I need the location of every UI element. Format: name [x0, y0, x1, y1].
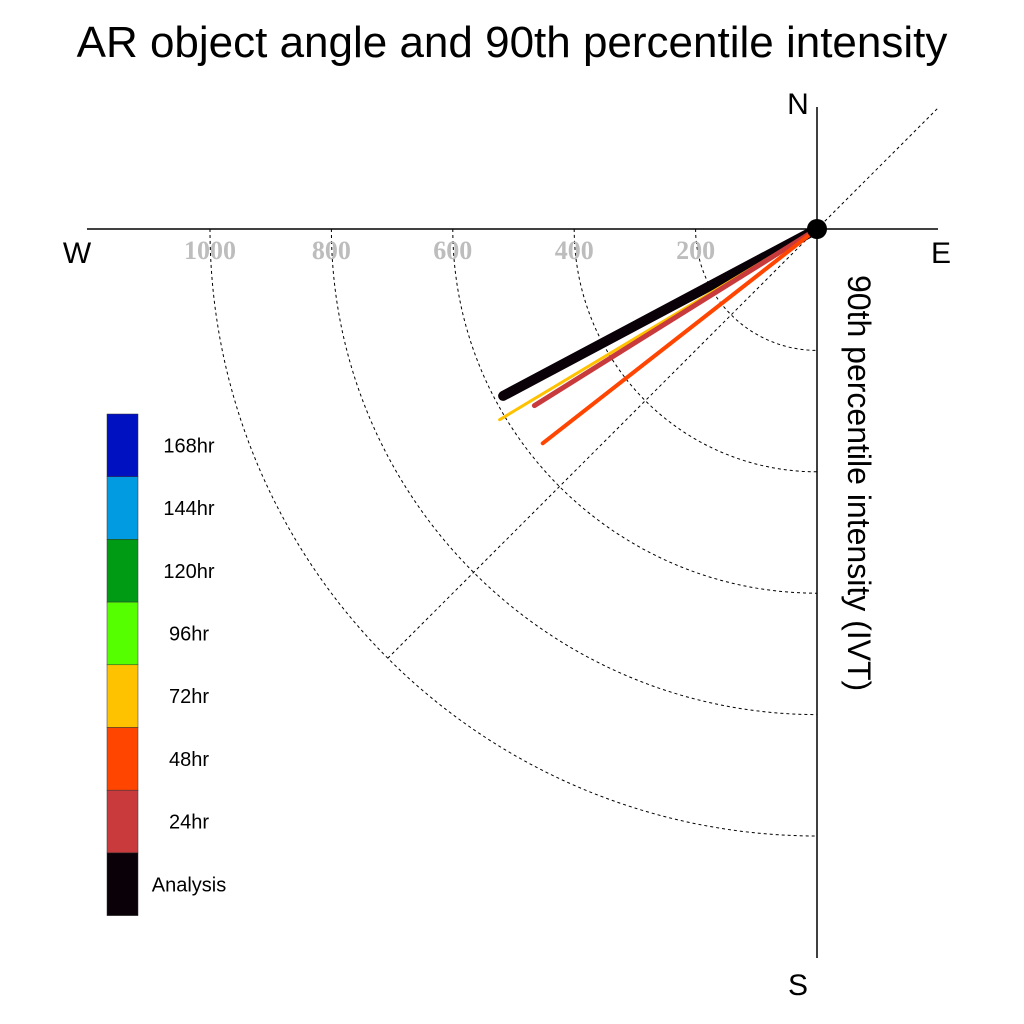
legend-swatch-120hr [106, 539, 139, 603]
compass-west: W [63, 237, 92, 270]
origin-point [807, 219, 827, 239]
tick-label-1000: 1000 [184, 236, 236, 265]
compass-south: S [788, 969, 808, 1002]
legend-swatch-72hr [106, 664, 139, 728]
legend-swatch-48hr [106, 727, 139, 791]
legend-swatch-144hr [106, 476, 139, 540]
axis-title: 90th percentile intensity (IVT) [841, 275, 877, 691]
legend-label-48hr: 48hr [169, 749, 209, 771]
tick-label-600: 600 [433, 236, 472, 265]
grid-arc-1000 [209, 228, 818, 837]
compass-east: E [931, 237, 951, 270]
chart-title: AR object angle and 90th percentile inte… [77, 18, 948, 67]
grid-arc-800 [330, 228, 818, 716]
vector-lines [498, 224, 822, 446]
grid-arc-600 [452, 228, 818, 594]
radial-tick-labels: 200 400 600 800 1000 [184, 236, 715, 265]
compass-north: N [787, 88, 809, 121]
vector-analysis [498, 224, 822, 401]
legend-label-144hr: 144hr [163, 498, 214, 520]
grid-arc-200 [695, 228, 818, 351]
radial-grid [209, 107, 939, 837]
legend-swatch-168hr [106, 413, 139, 477]
legend-swatch-analysis [106, 852, 139, 916]
legend-label-24hr: 24hr [169, 812, 209, 834]
legend-label-72hr: 72hr [169, 686, 209, 708]
legend: 168hr 144hr 120hr 96hr 72hr 48hr 24hr Analysis [106, 413, 226, 916]
legend-label-120hr: 120hr [163, 561, 214, 583]
tick-label-800: 800 [312, 236, 351, 265]
tick-label-400: 400 [555, 236, 594, 265]
legend-label-168hr: 168hr [163, 435, 214, 457]
legend-swatch-96hr [106, 601, 139, 666]
vector-48hr [540, 227, 819, 446]
reference-diagonal [387, 107, 939, 659]
tick-label-200: 200 [676, 236, 715, 265]
legend-label-96hr: 96hr [169, 623, 209, 645]
vector-24hr [531, 226, 820, 409]
legend-label-analysis: Analysis [152, 874, 226, 896]
legend-swatch-24hr [106, 789, 139, 854]
grid-arc-400 [573, 228, 818, 473]
